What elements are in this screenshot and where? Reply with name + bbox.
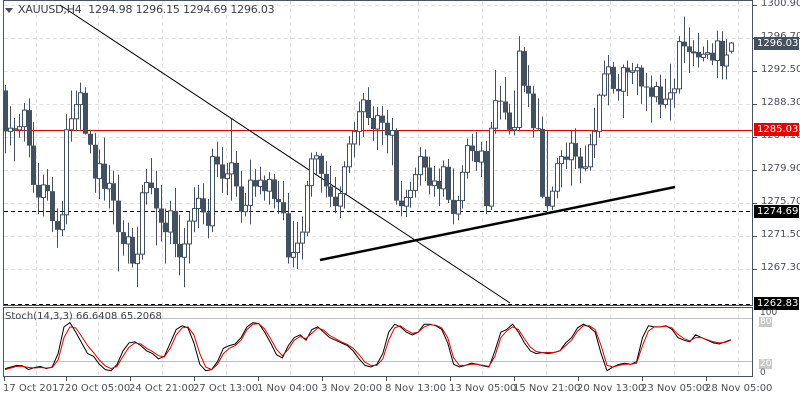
time-axis-label: 20 Nov 13:00 — [577, 383, 645, 394]
price-axis-label: 1279.90 — [761, 163, 800, 174]
chart-header: XAUUSD,H4 1294.98 1296.15 1294.69 1296.0… — [5, 3, 275, 16]
stoch-level-80: 80 — [759, 317, 773, 327]
dropdown-triangle-icon[interactable] — [5, 7, 13, 13]
symbol-label: XAUUSD,H4 — [18, 3, 82, 16]
ohlc-values: 1294.98 1296.15 1294.69 1296.03 — [88, 3, 275, 16]
stoch-pane-frame — [3, 307, 753, 377]
stoch-level-0: 0 — [760, 368, 766, 378]
main-pane-frame — [3, 0, 753, 306]
time-axis-label: 13 Nov 05:00 — [449, 383, 517, 394]
axis-ticks — [4, 5, 757, 381]
price-axis-label: 1288.30 — [761, 97, 800, 108]
price-axis-label: 1275.70 — [761, 196, 800, 207]
time-axis-label: 27 Oct 13:00 — [193, 383, 259, 394]
time-axis-label: 28 Nov 05:00 — [705, 383, 773, 394]
low-price-tag: 1262.83 — [754, 297, 799, 310]
stochastic-oscillator — [4, 321, 732, 372]
stoch-header: Stoch(14,3,3) 66.6408 65.2068 — [5, 311, 162, 322]
trendlines — [59, 4, 676, 304]
candlesticks — [3, 16, 734, 288]
price-axis-label: 1300.90 — [761, 0, 800, 9]
time-axis-label: 3 Nov 20:00 — [321, 383, 383, 394]
stoch-level-20: 20 — [759, 359, 773, 369]
time-axis-label: 8 Nov 13:00 — [385, 383, 447, 394]
time-axis-label: 20 Oct 05:00 — [65, 383, 131, 394]
price-axis-label: 1267.30 — [761, 262, 800, 273]
time-axis-label: 24 Oct 21:00 — [129, 383, 195, 394]
price-axis-label: 1296.70 — [761, 31, 800, 42]
price-axis-label: 1271.50 — [761, 229, 800, 240]
time-axis-label: 1 Nov 04:00 — [257, 383, 319, 394]
price-axis-label: 1292.50 — [761, 64, 800, 75]
time-axis-label: 23 Nov 05:00 — [641, 383, 709, 394]
time-axis-label: 17 Oct 2017 — [3, 383, 65, 394]
current-price-tag: 1296.03 — [754, 37, 799, 50]
support-price-tag: 1274.69 — [754, 205, 799, 218]
stoch-level-100: 100 — [760, 308, 778, 318]
time-axis-label: 15 Nov 21:00 — [513, 383, 581, 394]
grid — [4, 1, 752, 376]
resistance-price-tag: 1285.03 — [754, 123, 799, 136]
